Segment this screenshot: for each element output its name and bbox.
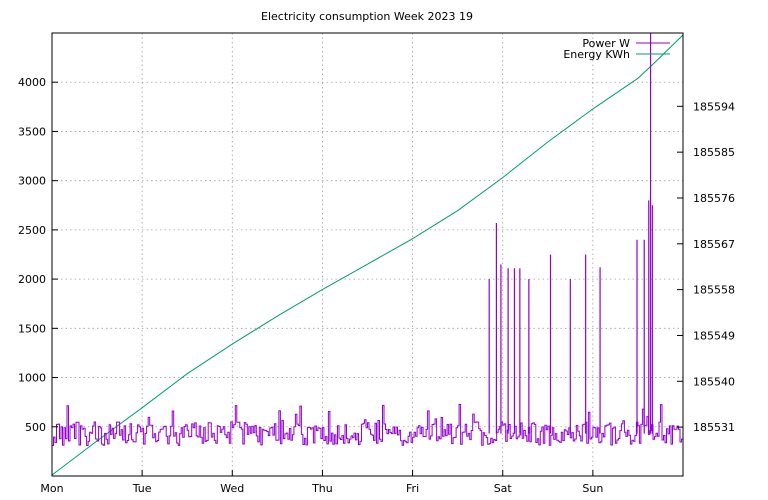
y-right-tick-label: 185558 — [693, 284, 735, 297]
x-tick-label: Wed — [220, 482, 244, 495]
y-right-tick-label: 185594 — [693, 100, 735, 113]
x-tick-label: Thu — [311, 482, 333, 495]
y-left-tick-label: 2500 — [18, 224, 46, 237]
plot-frame — [51, 32, 684, 477]
y-right-tick-label: 185549 — [693, 329, 735, 342]
legend-label-energy: Energy KWh — [563, 48, 630, 61]
right-axis: 185531 185540 185549 185558 185567 185576 1855… — [677, 100, 735, 434]
left-axis: 500 1000 1500 2000 2500 3000 3500 4000 — [18, 76, 58, 434]
x-tick-label: Sun — [582, 482, 603, 495]
x-tick-label: Sat — [494, 482, 513, 495]
y-left-tick-label: 3000 — [18, 175, 46, 188]
x-tick-label: Tue — [132, 482, 152, 495]
y-left-tick-label: 500 — [25, 421, 46, 434]
legend: Power W Energy KWh — [563, 37, 670, 61]
energy-series — [51, 34, 684, 476]
x-tick-label: Fri — [406, 482, 419, 495]
y-right-tick-label: 185576 — [693, 192, 735, 205]
chart-title: Electricity consumption Week 2023 19 — [261, 10, 473, 23]
y-left-tick-label: 4000 — [18, 76, 46, 89]
x-tick-label: Mon — [40, 482, 63, 495]
y-left-tick-label: 2000 — [18, 273, 46, 286]
grid — [52, 33, 683, 476]
y-left-tick-label: 3500 — [18, 125, 46, 138]
y-right-tick-label: 185585 — [693, 146, 735, 159]
power-line — [51, 403, 684, 446]
y-right-tick-label: 185567 — [693, 238, 735, 251]
y-right-tick-label: 185531 — [693, 421, 735, 434]
x-axis: Mon Tue Wed Thu Fri Sat Sun — [40, 470, 603, 495]
energy-line — [51, 34, 684, 476]
power-series — [51, 33, 684, 446]
y-left-tick-label: 1500 — [18, 322, 46, 335]
legend-label-power: Power W — [582, 37, 630, 50]
y-right-tick-label: 185540 — [693, 375, 735, 388]
y-left-tick-label: 1000 — [18, 372, 46, 385]
